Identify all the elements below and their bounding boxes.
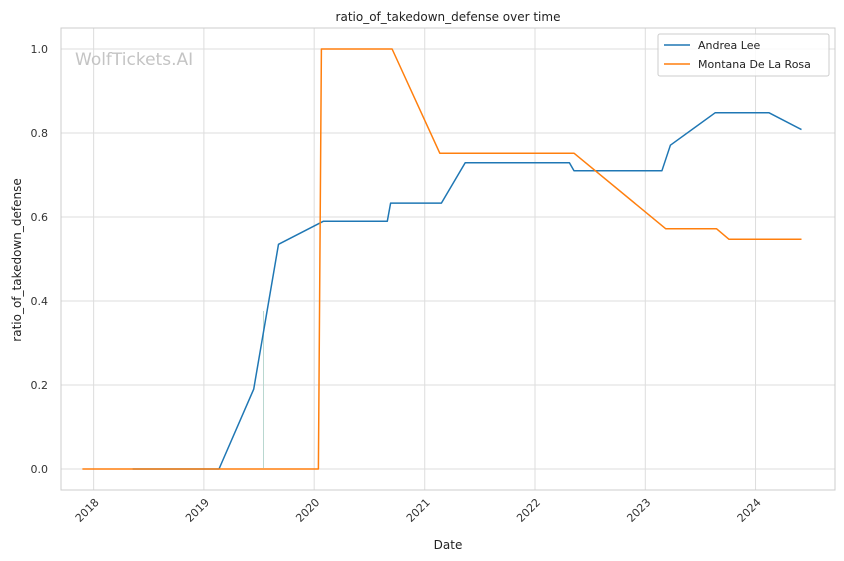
x-tick-label: 2020 (293, 496, 322, 525)
y-axis: 0.0 0.2 0.4 0.6 0.8 1.0 (31, 43, 49, 476)
x-tick-label: 2018 (73, 496, 102, 525)
legend-label-montana-de-la-rosa: Montana De La Rosa (698, 58, 811, 71)
x-tick-label: 2024 (735, 496, 764, 525)
y-tick-label: 0.6 (31, 211, 49, 224)
legend-box (657, 33, 830, 77)
series-line-montana-de-la-rosa (82, 48, 802, 470)
y-tick-label: 0.2 (31, 379, 49, 392)
y-tick-label: 0.4 (31, 295, 49, 308)
chart-title: ratio_of_takedown_defense over time (336, 10, 561, 24)
y-tick-label: 0.8 (31, 127, 49, 140)
plot-frame (60, 27, 836, 491)
x-axis-title: Date (434, 538, 463, 552)
y-tick-label: 1.0 (31, 43, 49, 56)
watermark: WolfTickets.AI (75, 50, 193, 70)
legend: Andrea Lee Montana De La Rosa (657, 33, 830, 77)
legend-label-andrea-lee: Andrea Lee (698, 39, 760, 52)
x-tick-label: 2021 (404, 496, 433, 525)
y-axis-title: ratio_of_takedown_defense (10, 178, 24, 341)
x-tick-label: 2023 (624, 496, 653, 525)
y-tick-label: 0.0 (31, 463, 49, 476)
x-axis: 2018 2019 2020 2021 2022 2023 2024 (73, 496, 764, 525)
x-tick-label: 2022 (514, 496, 543, 525)
plot-background (61, 28, 835, 490)
x-tick-label: 2019 (183, 496, 212, 525)
series-layer (82, 48, 802, 470)
series-line-andrea-lee (132, 112, 802, 470)
